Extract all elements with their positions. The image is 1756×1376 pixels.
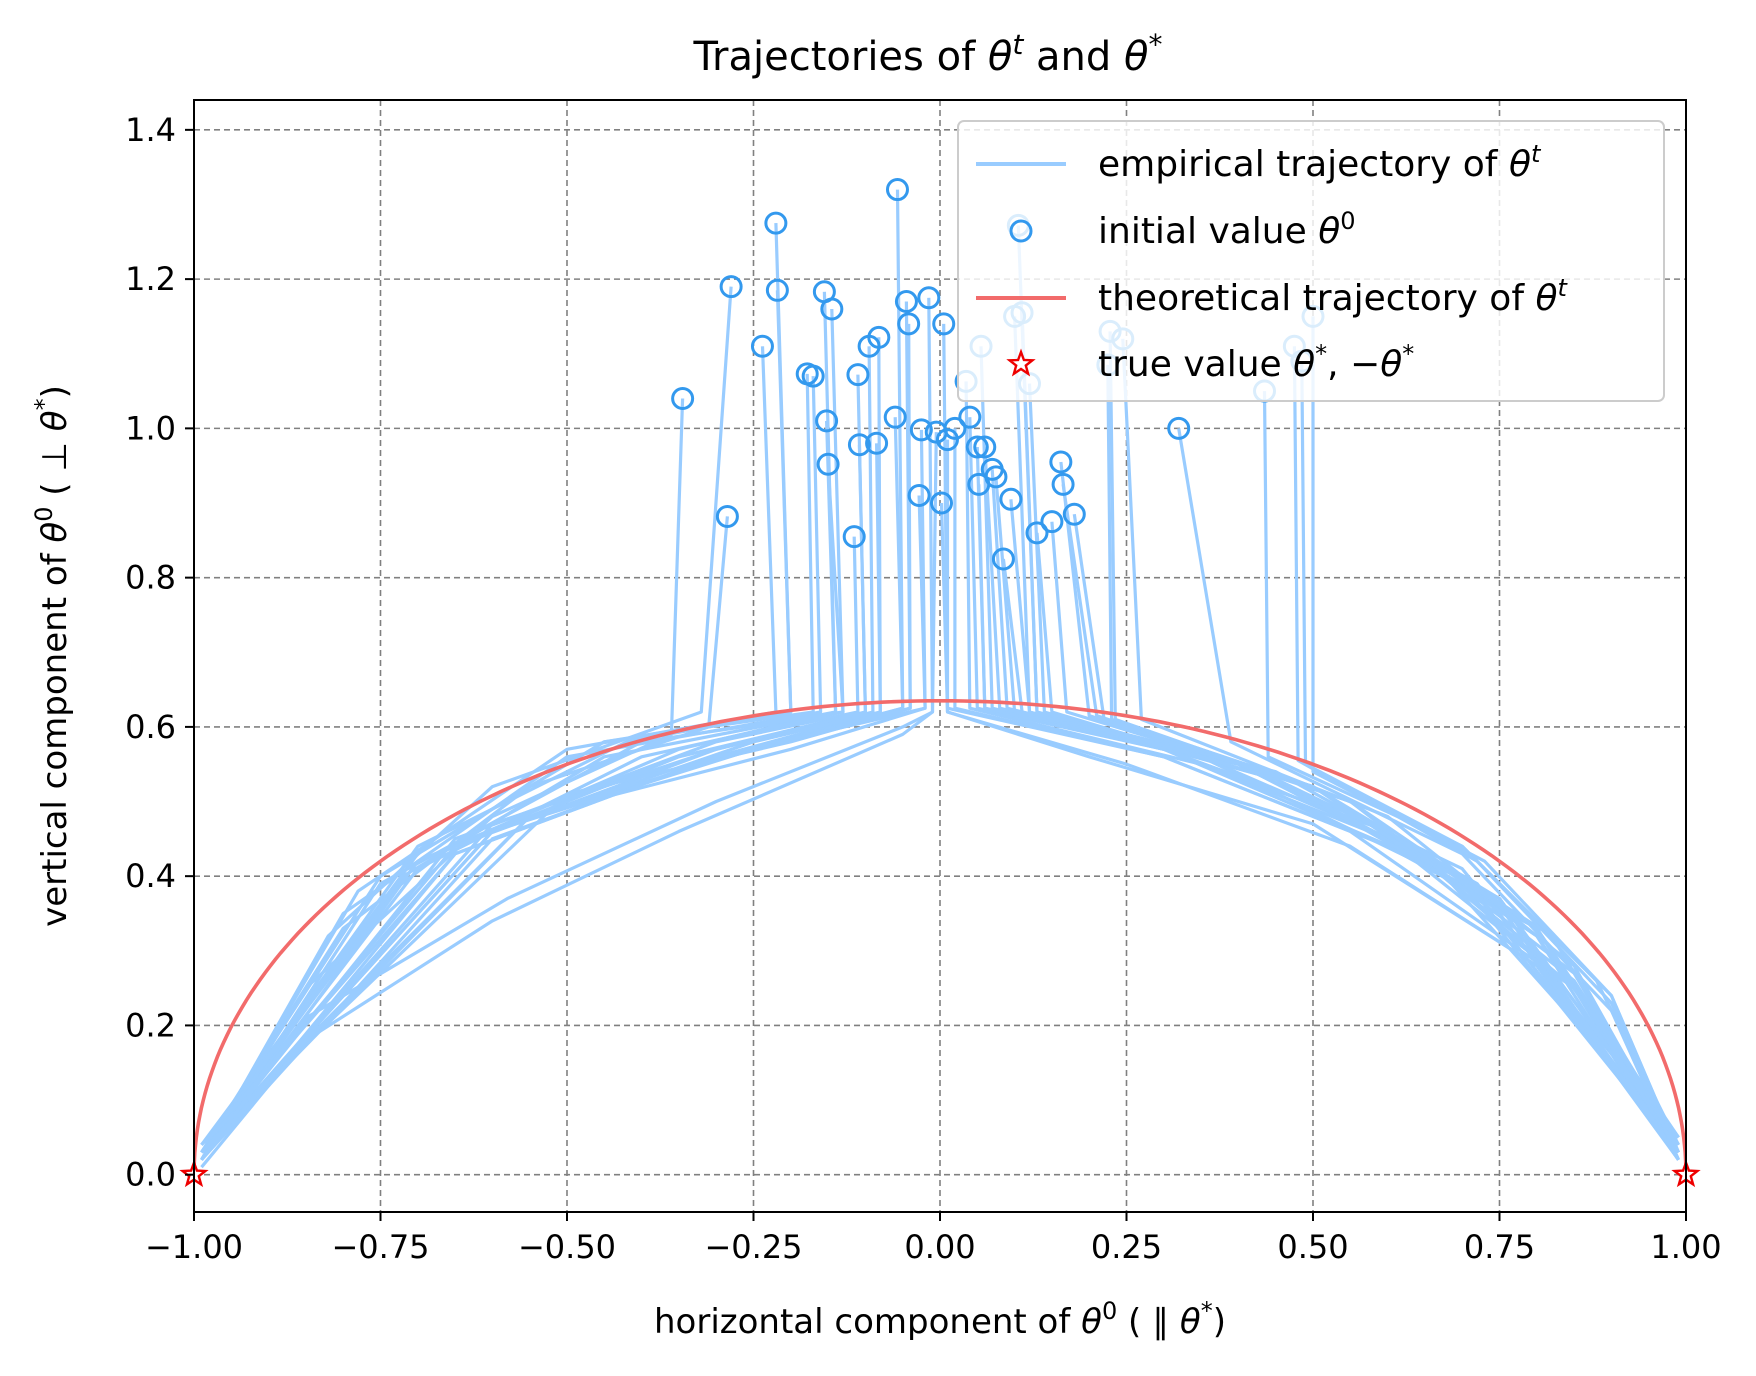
initial-value-point <box>801 364 825 388</box>
initial-value-point <box>883 405 907 429</box>
initial-value-point <box>932 312 956 336</box>
initial-value-point <box>846 363 870 387</box>
legend-initial-swatch <box>1009 219 1033 243</box>
y-tick-label: 0.0 <box>125 1156 176 1194</box>
y-axis-label: vertical component of θ0 ( ⊥ θ*) <box>30 385 75 927</box>
x-tick-label: −0.50 <box>518 1228 616 1266</box>
initial-value-point <box>1051 472 1075 496</box>
x-tick-label: 0.00 <box>904 1228 975 1266</box>
initial-value-point <box>719 275 743 299</box>
initial-value-point <box>765 278 789 302</box>
initial-value-point <box>1049 450 1073 474</box>
empirical-trajectory-line <box>207 536 860 1146</box>
initial-value-point <box>907 484 931 508</box>
legend-box <box>957 120 1665 402</box>
initial-value-point <box>764 211 788 235</box>
theoretical-trajectory <box>194 698 1686 1175</box>
y-tick-label: 1.2 <box>125 260 176 298</box>
x-tick-label: 0.75 <box>1464 1228 1535 1266</box>
x-axis-label: horizontal component of θ0 ( ∥ θ*) <box>654 1297 1226 1342</box>
initial-value-point <box>909 418 933 442</box>
initial-value-point <box>1062 502 1086 526</box>
initial-value-point <box>897 312 921 336</box>
initial-value-point <box>815 409 839 433</box>
empirical-trajectory-line <box>1311 316 1680 1153</box>
initial-value-point <box>984 465 1008 489</box>
initial-value-point <box>865 431 889 455</box>
legend-theoretical-label: theoretical trajectory of θt <box>1098 274 1568 319</box>
initial-value-point <box>715 504 739 528</box>
initial-value-point <box>943 416 967 440</box>
x-tick-label: 0.50 <box>1277 1228 1348 1266</box>
initial-value-point <box>917 286 941 310</box>
initial-value-point <box>867 325 891 349</box>
initial-value-point <box>965 435 989 459</box>
x-axis-ticks: −1.00 −0.75 −0.50 −0.25 0.00 0.25 0.50 0.75 1.00 <box>145 1212 1722 1266</box>
initial-value-point <box>750 334 774 358</box>
initial-value-point <box>894 290 918 314</box>
chart-title: Trajectories of θt and θ* <box>692 28 1162 80</box>
y-tick-label: 0.6 <box>125 708 176 746</box>
initial-value-point <box>885 178 909 202</box>
y-tick-label: 1.0 <box>125 409 176 447</box>
legend-star-icon <box>1006 348 1036 377</box>
x-tick-label: −1.00 <box>145 1228 243 1266</box>
initial-value-point <box>816 452 840 476</box>
initial-value-point <box>958 405 982 429</box>
empirical-trajectory-line <box>207 290 793 1139</box>
initial-value-point <box>847 433 871 457</box>
x-tick-label: 0.25 <box>1091 1228 1162 1266</box>
empirical-trajectory-line <box>200 432 938 1169</box>
initial-value-point <box>671 387 695 411</box>
x-tick-label: −0.25 <box>704 1228 802 1266</box>
theoretical-trajectory-line <box>194 698 1686 1175</box>
y-tick-label: 0.8 <box>125 559 176 597</box>
initial-value-point <box>1040 510 1064 534</box>
empirical-trajectories <box>200 189 1680 1169</box>
legend-initial-label: initial value θ0 <box>1098 207 1356 252</box>
y-tick-label: 1.4 <box>125 111 176 149</box>
legend-true-value-label: true value θ*, −θ* <box>1098 340 1414 385</box>
empirical-trajectory-line <box>200 376 823 1161</box>
empirical-trajectory-line <box>200 373 815 1146</box>
legend: empirical trajectory of θt initial value… <box>957 120 1665 402</box>
initial-value-point <box>1167 416 1191 440</box>
y-axis-ticks: 0.0 0.2 0.4 0.6 0.8 1.0 1.2 1.4 <box>125 111 194 1194</box>
initial-value-point <box>820 297 844 321</box>
x-tick-label: 1.00 <box>1650 1228 1721 1266</box>
x-tick-label: −0.75 <box>331 1228 429 1266</box>
initial-value-point <box>1025 521 1049 545</box>
y-tick-label: 0.2 <box>125 1006 176 1044</box>
legend-empirical-label: empirical trajectory of θt <box>1098 140 1542 185</box>
initial-value-point <box>973 435 997 459</box>
legend-true-value-swatch <box>1006 348 1036 377</box>
initial-value-point <box>929 491 953 515</box>
initial-value-point <box>991 547 1015 571</box>
y-tick-label: 0.4 <box>125 857 176 895</box>
initial-value-point <box>999 487 1023 511</box>
initial-value-point <box>842 525 866 549</box>
empirical-trajectory-line <box>207 346 875 1139</box>
empirical-trajectory-line <box>200 429 927 1154</box>
